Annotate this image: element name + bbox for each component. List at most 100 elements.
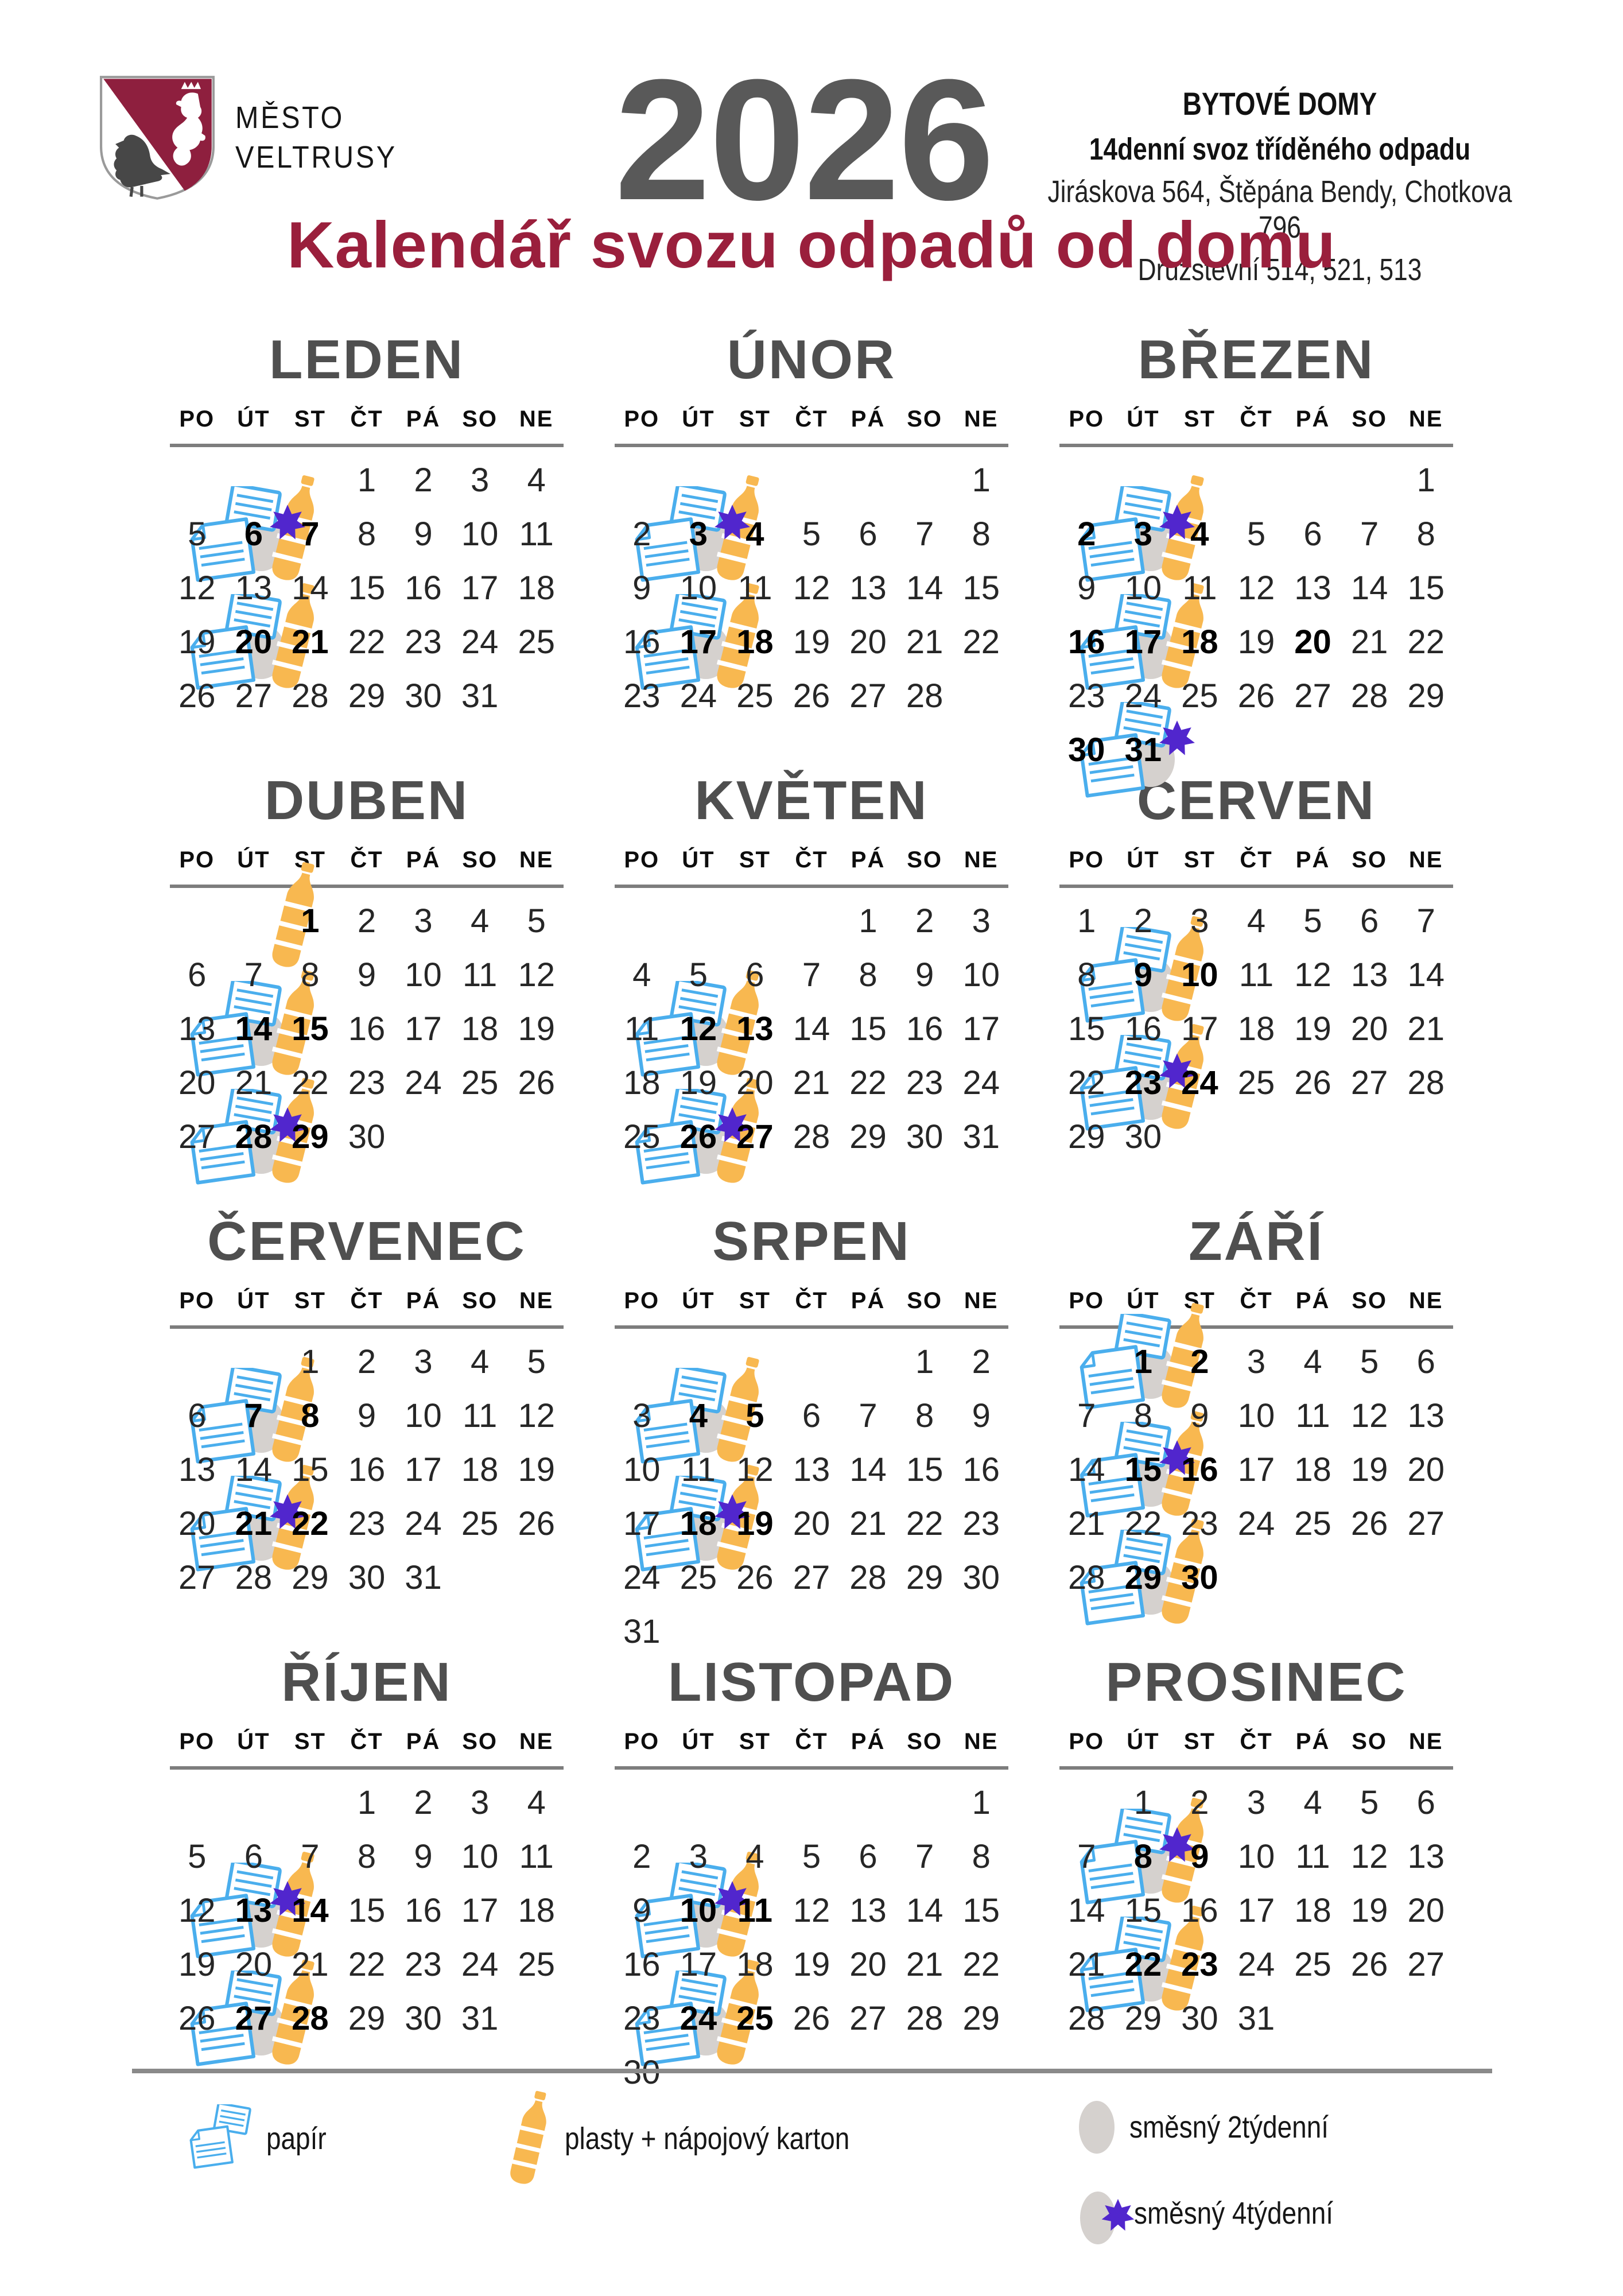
day-cell: 15 (1115, 1883, 1172, 1937)
day-cell: 16 (395, 1883, 452, 1937)
day-cell: 18 (614, 1056, 670, 1110)
day-number: 13 (1407, 1397, 1445, 1434)
day-number: 27 (235, 1999, 273, 2037)
day-cell: 23 (896, 1056, 953, 1110)
day-number: 8 (972, 1837, 991, 1875)
day-number: 20 (1407, 1891, 1445, 1929)
day-number: 23 (906, 1064, 943, 1102)
day-cell: 17 (1228, 1442, 1285, 1496)
day-number: 25 (518, 1945, 555, 1983)
day-cell: 6 (1341, 894, 1398, 948)
day-cell: 26 (727, 1550, 783, 1604)
day-cell: 14 (226, 1002, 285, 1056)
day-cell: 23 (339, 1496, 395, 1550)
day-cell: 8 (282, 948, 339, 1002)
month-title: LEDEN (269, 329, 465, 390)
day-number: 27 (793, 1558, 830, 1596)
month-září: ZÁŘÍ PO ÚT ST ČT PÁ SO NE 1 2 3 4 5 6 7 8 9 10 11 12 13 14 15 1… (1058, 1210, 1454, 1604)
day-cell: 10 (670, 1883, 727, 1937)
weekday-label: PO (1069, 1288, 1105, 1313)
empty-cell (727, 1335, 783, 1389)
day-number: 9 (1133, 956, 1152, 994)
day-number: 1 (301, 902, 320, 940)
day-cell: 6 (727, 948, 783, 1002)
day-cell: 12 (670, 1002, 730, 1056)
day-number: 22 (906, 1504, 943, 1542)
day-cell: 8 (1397, 507, 1454, 561)
weekday-header: PO ÚT ST ČT PÁ SO NE (169, 406, 565, 432)
day-cell: 3 (452, 453, 508, 507)
day-cell: 12 (1341, 1829, 1398, 1883)
day-cell: 8 (953, 1829, 1009, 1883)
day-number: 21 (1407, 1010, 1445, 1048)
day-number: 4 (689, 1397, 708, 1434)
day-cell: 17 (452, 1883, 508, 1937)
day-number: 9 (414, 1837, 433, 1875)
day-number: 11 (519, 515, 554, 553)
day-cell: 4 (508, 1775, 565, 1829)
day-number: 7 (915, 515, 934, 553)
day-cell: 10 (395, 1389, 452, 1442)
municipality-name-line2: VELTRUSY (235, 140, 397, 174)
day-cell: 18 (508, 561, 565, 615)
empty-cell (1228, 453, 1285, 507)
day-cell: 27 (226, 669, 282, 723)
day-number: 22 (962, 623, 1000, 661)
day-cell: 11 (508, 1829, 565, 1883)
day-number: 29 (292, 1558, 329, 1596)
day-cell: 30 (395, 1991, 452, 2045)
day-number: 23 (623, 1999, 661, 2037)
day-number: 14 (906, 1891, 943, 1929)
day-cell: 17 (1228, 1883, 1285, 1937)
month-divider (1059, 444, 1453, 447)
weekday-label: ÚT (237, 1729, 270, 1754)
day-number: 20 (1294, 623, 1331, 661)
day-number: 9 (1190, 1397, 1209, 1434)
month-prosinec: PROSINEC PO ÚT ST ČT PÁ SO NE 1 2 3 4 5 6 7 8 9 10 11 12 13 1… (1058, 1651, 1454, 2045)
day-cell: 29 (840, 1110, 896, 1163)
day-number: 8 (301, 1397, 320, 1434)
day-cell: 16 (395, 561, 452, 615)
day-cell: 23 (395, 615, 452, 669)
day-number: 3 (689, 515, 708, 553)
days-grid: 1 2 3 4 5 6 7 8 9 10 11 12 13 14 15 16 17 18 19 20 21 22 23 24 2… (1058, 894, 1454, 1163)
day-number: 11 (737, 1891, 773, 1929)
day-cell: 3 (1228, 1335, 1285, 1389)
day-cell: 20 (1397, 1883, 1454, 1937)
weekday-label: SO (462, 406, 498, 432)
day-number: 1 (1133, 1783, 1152, 1821)
day-number: 14 (235, 1450, 273, 1488)
day-number: 20 (736, 1064, 774, 1102)
day-cell: 8 (953, 507, 1009, 561)
day-cell: 7 (282, 1829, 339, 1883)
day-number: 9 (632, 569, 651, 607)
day-number: 2 (414, 461, 433, 499)
weekday-label: ČT (1240, 1729, 1273, 1754)
day-cell: 27 (1284, 669, 1341, 723)
day-cell: 3 (395, 1335, 452, 1389)
weekday-label: ČT (1240, 406, 1273, 432)
day-number: 20 (849, 623, 887, 661)
day-number: 2 (915, 902, 934, 940)
day-number: 15 (1407, 569, 1445, 607)
day-number: 29 (1124, 1999, 1162, 2037)
legend-label: papír (266, 2122, 327, 2156)
day-number: 21 (1068, 1945, 1105, 1983)
day-number: 3 (1190, 902, 1209, 940)
day-number: 23 (348, 1504, 386, 1542)
day-number: 1 (859, 902, 877, 940)
day-cell: 2 (395, 1775, 452, 1829)
day-number: 10 (461, 515, 499, 553)
day-cell: 28 (226, 1550, 282, 1604)
day-cell: 12 (1228, 561, 1285, 615)
month-divider (615, 1325, 1008, 1329)
day-cell: 14 (1058, 1442, 1115, 1496)
day-cell: 14 (1058, 1883, 1115, 1937)
mixed-2weekly-icon (1079, 2101, 1115, 2154)
day-number: 24 (1124, 677, 1162, 715)
day-cell: 6 (169, 1389, 226, 1442)
day-number: 18 (1294, 1450, 1331, 1488)
day-number: 31 (1237, 1999, 1275, 2037)
day-number: 10 (680, 569, 717, 607)
star-icon (1080, 2178, 1118, 2216)
